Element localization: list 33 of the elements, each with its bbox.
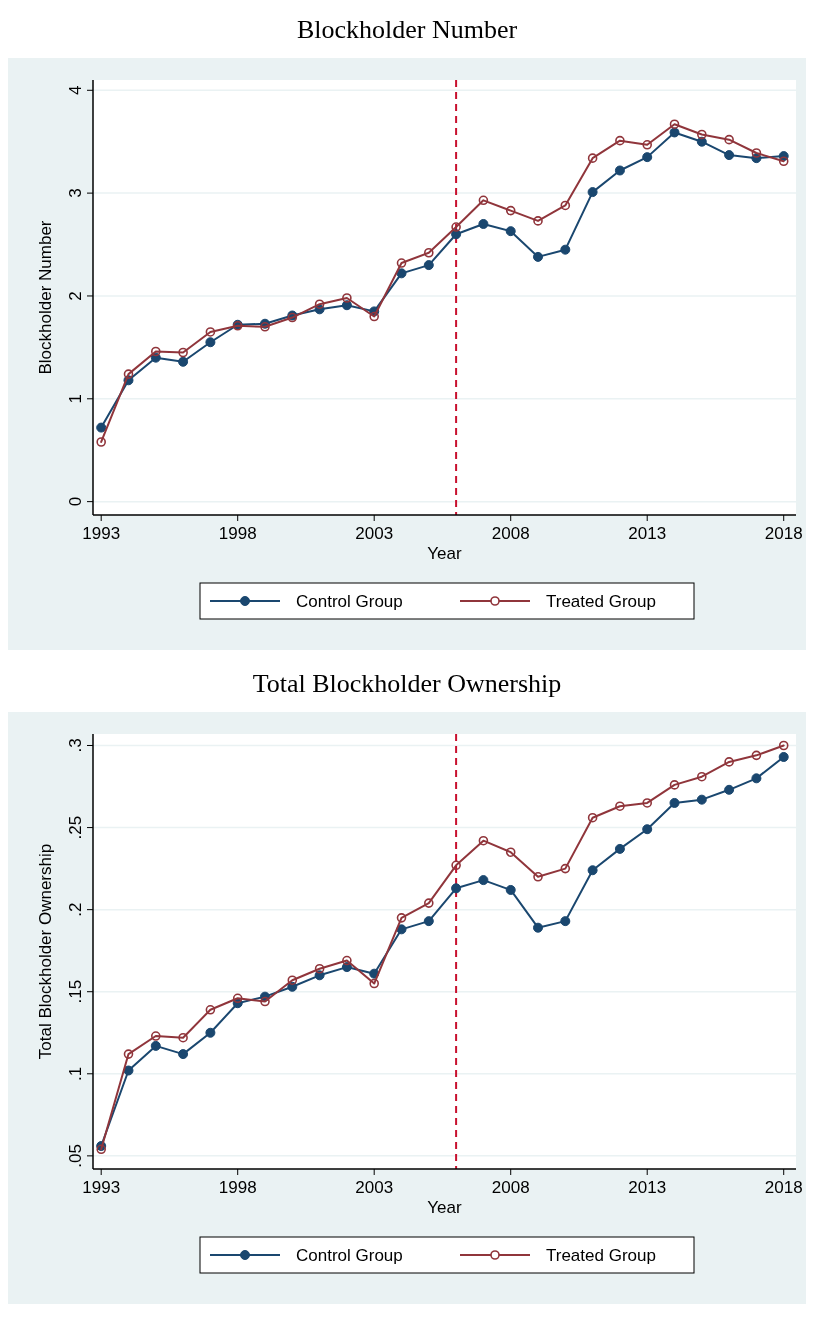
- y-tick-label: 2: [66, 291, 85, 301]
- x-tick-label: 2008: [491, 1178, 530, 1197]
- y-tick-label: .05: [66, 1144, 85, 1168]
- y-axis-title: Blockholder Number: [36, 220, 55, 375]
- x-tick-label: 2018: [764, 524, 803, 543]
- y-tick-label: 4: [66, 85, 85, 96]
- legend-label: Treated Group: [546, 592, 656, 611]
- x-tick-label: 2018: [764, 1178, 803, 1197]
- x-tick-label: 1998: [218, 1178, 257, 1197]
- y-tick-label: 1: [66, 394, 85, 404]
- y-tick-label: 3: [66, 188, 85, 198]
- x-tick-label: 2013: [628, 524, 667, 543]
- x-tick-label: 1993: [82, 524, 121, 543]
- x-axis-title: Year: [427, 544, 463, 563]
- x-tick-label: 2013: [628, 1178, 667, 1197]
- y-tick-label: .3: [66, 738, 85, 753]
- y-tick-label: 0: [66, 496, 85, 507]
- chart-title: Total Blockholder Ownership: [252, 669, 562, 698]
- chart-title: Blockholder Number: [296, 15, 518, 44]
- legend-label: Control Group: [296, 592, 403, 611]
- x-tick-label: 2008: [491, 524, 530, 543]
- x-tick-label: 2003: [355, 1178, 394, 1197]
- legend-label: Treated Group: [546, 1246, 656, 1265]
- y-tick-label: .2: [66, 902, 85, 917]
- y-tick-label: .15: [66, 979, 85, 1004]
- x-tick-label: 1993: [82, 1178, 121, 1197]
- y-tick-label: .25: [66, 815, 85, 840]
- x-tick-label: 2003: [355, 524, 394, 543]
- x-tick-label: 1998: [218, 524, 257, 543]
- legend-label: Control Group: [296, 1246, 403, 1265]
- y-axis-title: Total Blockholder Ownership: [36, 843, 55, 1060]
- x-axis-title: Year: [427, 1198, 463, 1217]
- y-tick-label: .1: [66, 1066, 85, 1081]
